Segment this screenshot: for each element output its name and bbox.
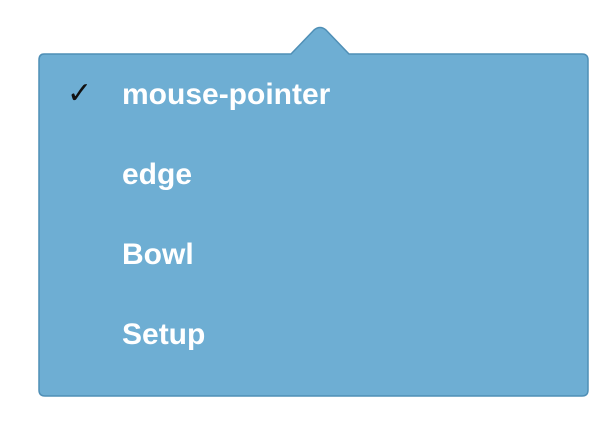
menu-item-label: Bowl [122,238,194,271]
menu-item-edge[interactable]: edge [39,134,588,214]
menu-item-label: edge [122,158,193,191]
dropdown-menu-list: ✓ mouse-pointer edge Bowl Setup [39,54,588,374]
menu-item-bowl[interactable]: Bowl [39,214,588,294]
menu-item-mouse-pointer[interactable]: ✓ mouse-pointer [39,54,588,134]
checkmark-icon: ✓ [67,76,93,111]
menu-item-label: mouse-pointer [122,78,331,111]
menu-item-label: Setup [122,318,206,351]
menu-item-setup[interactable]: Setup [39,294,588,374]
